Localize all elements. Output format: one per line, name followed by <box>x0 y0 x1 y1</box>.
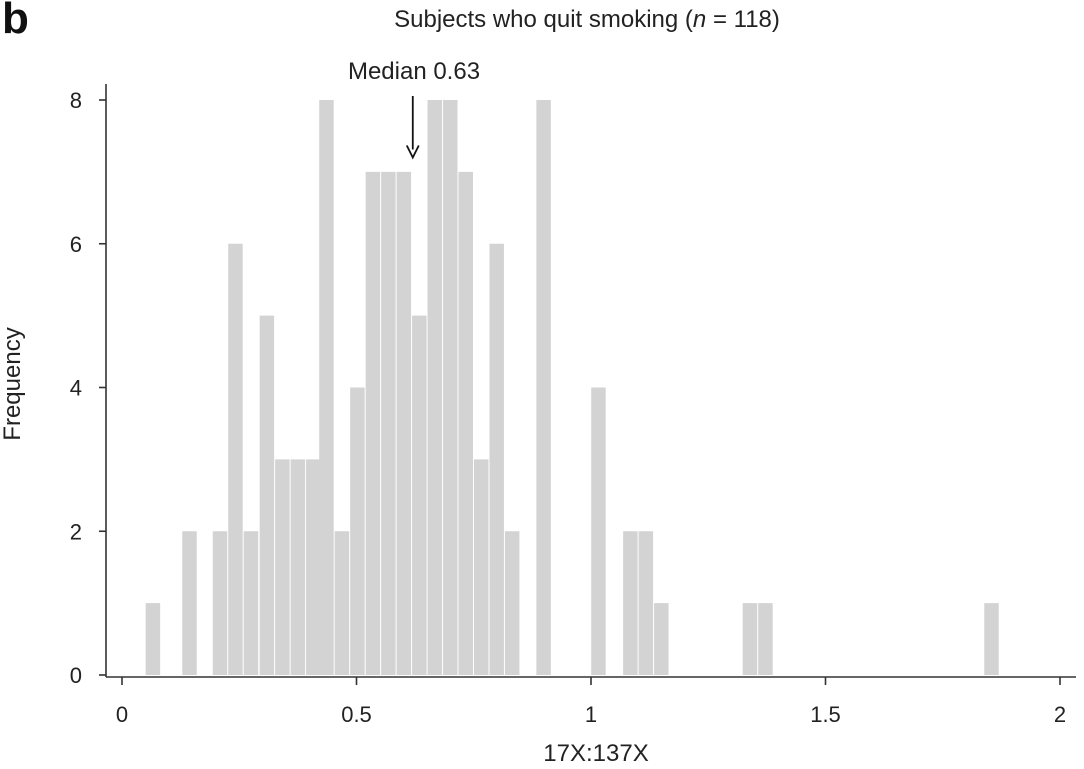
histogram-bar-24 <box>623 531 638 675</box>
histogram-bar-8 <box>306 459 321 676</box>
histogram-bar-7 <box>290 459 306 676</box>
chart-title-suffix: = 118) <box>706 6 780 33</box>
y-tick-label-4: 8 <box>70 88 82 113</box>
histogram-bar-19 <box>473 459 489 676</box>
chart-axes: 0 2 4 6 8 0 0.5 1 1.5 2 <box>70 84 1076 727</box>
histogram-bar-27 <box>742 603 758 676</box>
histogram-bar-10 <box>334 531 350 675</box>
histogram-bar-3 <box>228 243 243 675</box>
histogram-bar-2 <box>212 531 228 675</box>
histogram-bar-29 <box>984 603 999 676</box>
x-tick-label-3: 1.5 <box>810 702 841 727</box>
panel-label: b <box>2 0 29 43</box>
histogram-bar-25 <box>638 531 654 675</box>
histogram-bar-16 <box>427 100 443 675</box>
histogram-bar-15 <box>412 315 427 676</box>
chart-title-prefix: Subjects who quit smoking ( <box>394 6 693 33</box>
histogram-bar-5 <box>259 315 275 676</box>
histogram-bar-17 <box>443 100 458 675</box>
histogram-bar-22 <box>536 100 551 675</box>
histogram-bar-20 <box>489 243 504 675</box>
median-arrow <box>405 96 420 160</box>
x-tick-label-1: 0.5 <box>341 702 372 727</box>
y-tick-label-2: 4 <box>70 376 82 401</box>
chart-title-n: n <box>692 6 707 33</box>
chart-title: Subjects who quit smoking (n = 118) <box>0 6 1084 34</box>
median-arrow-head <box>405 145 420 160</box>
x-axis-label: 17X:137X <box>543 740 649 767</box>
histogram-bars <box>145 100 999 676</box>
x-tick-label-0: 0 <box>116 702 128 727</box>
histogram-bar-9 <box>319 100 334 675</box>
median-annotation: Median 0.63 <box>347 58 481 85</box>
y-axis-label: Frequency <box>0 327 26 441</box>
histogram-bar-26 <box>654 603 669 676</box>
histogram-bar-11 <box>350 387 365 675</box>
histogram-bar-28 <box>758 603 773 676</box>
x-tick-label-4: 2 <box>1054 702 1066 727</box>
y-tick-label-1: 2 <box>70 519 82 544</box>
histogram-bar-0 <box>145 603 161 676</box>
x-tick-label-2: 1 <box>585 702 597 727</box>
histogram-bar-13 <box>381 171 396 676</box>
histogram-bar-12 <box>365 171 381 676</box>
histogram-bar-21 <box>504 531 520 675</box>
histogram-bar-1 <box>182 531 197 675</box>
y-tick-label-3: 6 <box>70 232 82 257</box>
histogram-bar-14 <box>396 171 412 676</box>
histogram-bar-4 <box>243 531 259 675</box>
histogram-bar-6 <box>275 459 290 676</box>
histogram-bar-23 <box>591 387 606 675</box>
y-tick-label-0: 0 <box>70 663 82 688</box>
histogram-bar-18 <box>458 171 473 676</box>
